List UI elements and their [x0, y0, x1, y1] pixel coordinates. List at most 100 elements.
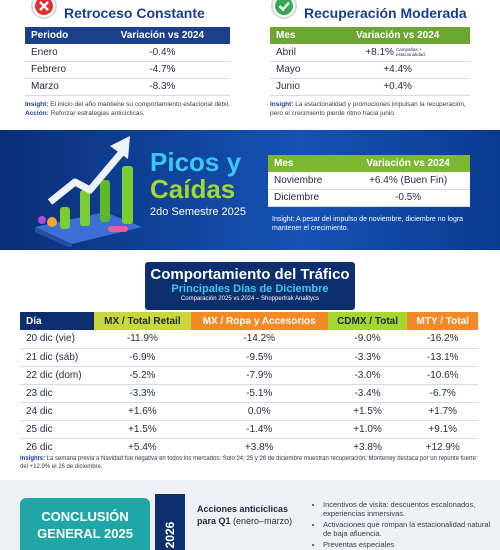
traffic-title: Comportamiento del Tráfico: [150, 266, 350, 283]
bullet: Preventas especiales: [323, 540, 495, 549]
cell: +1.0%: [327, 420, 408, 439]
header-cell: Variación vs 2024: [325, 27, 470, 44]
cell: +12.9%: [407, 438, 478, 457]
table: Día MX / Total Retail MX / Ropa y Accesori…: [20, 312, 478, 457]
cell: Noviembre: [268, 172, 347, 190]
cell: Diciembre: [268, 189, 347, 207]
h2-table: Mes Variación vs 2024 Noviembre +6.4% (Buen…: [268, 155, 470, 207]
icon-x: [31, 0, 57, 19]
cell: -6.7%: [407, 384, 478, 403]
traffic-header: Comportamiento del Tráfico Principales D…: [145, 262, 355, 310]
row: Mayo +4.4%: [270, 61, 470, 79]
label: Insight:: [25, 101, 49, 108]
row: Noviembre +6.4% (Buen Fin): [268, 172, 470, 190]
cell: +3.8%: [327, 438, 408, 457]
header-cell: MX / Total Retail: [93, 312, 191, 330]
year: 2026: [163, 521, 177, 549]
cell: -1.4%: [190, 420, 328, 439]
cell: -3.0%: [327, 366, 408, 385]
cell: +5.4%: [93, 438, 191, 457]
table: Mes Variación vs 2024 Noviembre +6.4% (Buen…: [268, 155, 470, 207]
traffic-table: Día MX / Total Retail MX / Ropa y Accesori…: [20, 312, 478, 457]
cell: 21 dic (sáb): [20, 348, 94, 367]
row: Enero -0.4%: [25, 44, 230, 62]
table: Mes Variación vs 2024 Abril +8.1% Campañas +…: [270, 27, 470, 96]
row: Junio +0.4%: [270, 78, 470, 96]
illustration: [35, 136, 142, 247]
q2-table: Mes Variación vs 2024 Abril +8.1% Campañas +…: [270, 27, 470, 96]
table: Periodo Variación vs 2024 Enero -0.4% Febrer…: [25, 27, 230, 96]
row: 24 dic +1.6% 0.0% +1.5% +1.7%: [20, 402, 478, 421]
cell: +1.5%: [327, 402, 408, 421]
header-cell: CDMX / Total: [327, 312, 408, 330]
cell: 24 dic: [20, 402, 94, 421]
q1-title: Retroceso Constante: [64, 5, 205, 21]
header-cell: Día: [20, 312, 94, 330]
conclusion-title: CONCLUSIÓN GENERAL 2025: [20, 498, 150, 550]
label: Acción:: [25, 110, 49, 117]
label: Insights:: [20, 456, 45, 462]
cell: -5.2%: [93, 366, 191, 385]
text: La estacionalidad y promociones impulsan…: [270, 101, 466, 117]
cell: 20 dic (vie): [20, 330, 94, 349]
cell: +1.6%: [93, 402, 191, 421]
text: La semana previa a Navidad fue negativa …: [20, 456, 476, 470]
traffic-subtitle: Principales Días de Diciembre: [171, 283, 329, 295]
header-row: Día MX / Total Retail MX / Ropa y Accesori…: [20, 312, 478, 330]
text: Acciones anticíclicas para Q1: [197, 504, 289, 526]
q2-insight: Insight: La estacionalidad y promociones…: [270, 100, 475, 118]
cell: -7.9%: [190, 366, 328, 385]
h2-title-1: Picos y: [150, 147, 242, 177]
cell: +8.1% Campañas + estacionalidad.: [325, 44, 470, 62]
q1-table: Periodo Variación vs 2024 Enero -0.4% Febrer…: [25, 27, 230, 96]
cell: Mayo: [270, 61, 326, 79]
bullet: Activaciones que rompan la estacionalida…: [323, 520, 495, 538]
row: 25 dic +1.5% -1.4% +1.0% +9.1%: [20, 420, 478, 439]
cell: -14.2%: [190, 330, 328, 349]
cell: +9.1%: [407, 420, 478, 439]
cell: +3.8%: [190, 438, 328, 457]
icon-check: [271, 0, 297, 19]
text: Reforzar estrategias anticíclicas.: [50, 110, 145, 117]
bullets: Incentivos de visita: descuentos escalon…: [315, 500, 495, 550]
header-cell: Mes: [270, 27, 326, 44]
label: Insight:: [272, 216, 295, 223]
h2-title-2: Caídas: [150, 174, 236, 204]
cell: -6.9%: [93, 348, 191, 367]
header-cell: Periodo: [25, 27, 95, 44]
cell: 0.0%: [190, 402, 328, 421]
cell: -5.1%: [190, 384, 328, 403]
row: Abril +8.1% Campañas + estacionalidad.: [270, 44, 470, 62]
header-cell: Variación vs 2024: [346, 155, 470, 172]
row: 22 dic (dom) -5.2% -7.9% -3.0% -10.6%: [20, 366, 478, 385]
cell: -4.7%: [94, 61, 230, 79]
row: 26 dic +5.4% +3.8% +3.8% +12.9%: [20, 438, 478, 457]
header-cell: Mes: [268, 155, 347, 172]
header-cell: Variación vs 2024: [94, 27, 230, 44]
row: 20 dic (vie) -11.9% -14.2% -9.0% -16.2%: [20, 330, 478, 349]
cell: -9.5%: [190, 348, 328, 367]
text: A pesar del impulso de noviembre, diciem…: [272, 216, 464, 232]
cell: -3.3%: [93, 384, 191, 403]
row: 21 dic (sáb) -6.9% -9.5% -3.3% -13.1%: [20, 348, 478, 367]
cell: +1.7%: [407, 402, 478, 421]
row: Marzo -8.3%: [25, 78, 230, 96]
cell: +0.4%: [325, 78, 470, 96]
row: 23 dic -3.3% -5.1% -3.4% -6.7%: [20, 384, 478, 403]
bullet: Incentivos de visita: descuentos escalon…: [323, 500, 495, 518]
cell: -10.6%: [407, 366, 478, 385]
traffic-insights: Insights: La semana previa a Navidad fue…: [20, 455, 480, 471]
row: Diciembre -0.5%: [268, 189, 470, 207]
cell: -8.3%: [94, 78, 230, 96]
row: Febrero -4.7%: [25, 61, 230, 79]
action-title: Acciones anticíclicas para Q1 (enero–mar…: [197, 503, 307, 527]
cell: -3.4%: [327, 384, 408, 403]
q1-insight: Insight: El inicio del año mantiene su c…: [25, 100, 235, 118]
traffic-source: Comparación 2025 vs 2024 – Shoppertrak A…: [180, 296, 320, 302]
cell: -11.9%: [93, 330, 191, 349]
cell: -13.1%: [407, 348, 478, 367]
year-strip: [155, 494, 185, 550]
cell: Abril: [270, 44, 326, 62]
header-cell: MTY / Total: [407, 312, 478, 330]
text: El inicio del año mantiene su comportami…: [50, 101, 230, 108]
